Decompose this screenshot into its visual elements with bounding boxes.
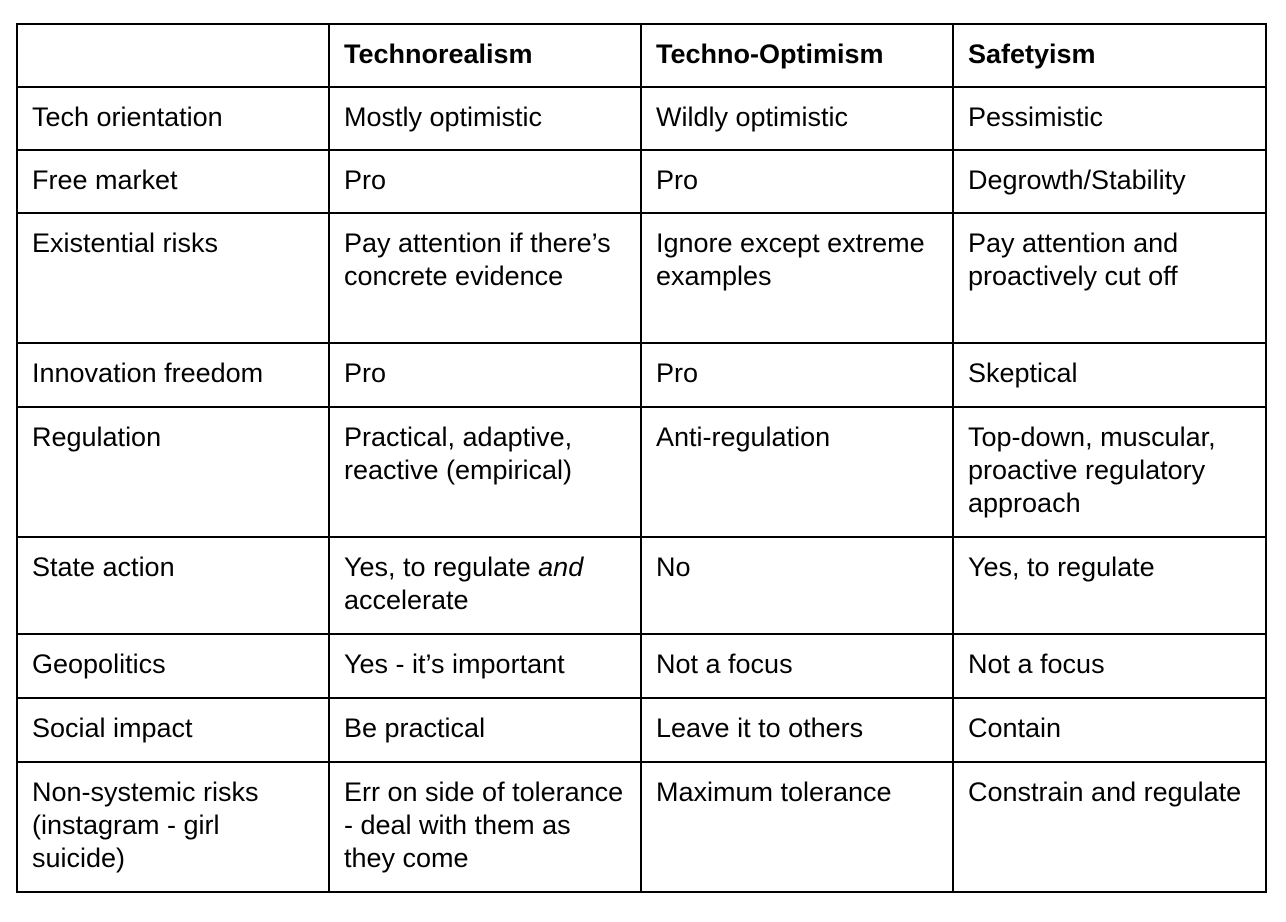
safetyism-cell: Top-down, muscular, proactive regulatory… [952,406,1267,538]
row-label: Tech orientation [16,86,330,151]
safetyism-text: Not a focus [968,649,1105,679]
safetyism-cell: Yes, to regulate [952,536,1267,635]
techno-optimism-cell: No [640,536,954,635]
row-label: Non-systemic risks (instagram - girl sui… [16,761,330,893]
row-label-text: Free market [32,165,178,195]
table-row: Existential risks Pay attention if there… [16,212,1267,344]
techno-optimism-text: Pro [656,358,699,388]
row-label-text: Tech orientation [32,102,223,132]
row-label-text: Existential risks [32,228,219,258]
techno-optimism-text: Maximum tolerance [656,777,892,807]
header-techno-optimism: Techno-Optimism [640,23,954,88]
safetyism-text: Pessimistic [968,102,1104,132]
table-row: Free market Pro Pro Degrowth/Stability [16,149,1267,214]
techno-optimism-cell: Anti-regulation [640,406,954,538]
row-label: Regulation [16,406,330,538]
technorealism-cell: Be practical [328,697,642,763]
table-row: Innovation freedom Pro Pro Skeptical [16,342,1267,408]
row-label-text: Social impact [32,713,193,743]
technorealism-cell: Yes - it’s important [328,633,642,699]
safetyism-cell: Not a focus [952,633,1267,699]
techno-optimism-text: Wildly optimistic [656,102,849,132]
technorealism-text: Be practical [344,713,486,743]
techno-optimism-text: Not a focus [656,649,793,679]
safetyism-cell: Contain [952,697,1267,763]
row-label-text: Non-systemic risks (instagram - girl sui… [32,777,259,873]
techno-optimism-cell: Pro [640,149,954,214]
technorealism-text: Pro [344,358,387,388]
technorealism-cell: Pay attention if there’s concrete eviden… [328,212,642,344]
table-row: Non-systemic risks (instagram - girl sui… [16,761,1267,893]
technorealism-text: Mostly optimistic [344,102,543,132]
technorealism-text-pre: Yes, to regulate [344,552,539,582]
row-label: Existential risks [16,212,330,344]
row-label-text: Geopolitics [32,649,166,679]
technorealism-text: Pro [344,165,387,195]
techno-optimism-text: No [656,552,691,582]
safetyism-text: Yes, to regulate [968,552,1155,582]
safetyism-text: Contain [968,713,1062,743]
techno-optimism-cell: Pro [640,342,954,408]
technorealism-text: Yes, to regulate and accelerate [344,551,626,617]
header-row: Technorealism Techno-Optimism Safetyism [16,23,1267,88]
technorealism-cell: Pro [328,149,642,214]
safetyism-cell: Degrowth/Stability [952,149,1267,214]
row-label-text: State action [32,552,175,582]
technorealism-cell: Yes, to regulate and accelerate [328,536,642,635]
safetyism-text: Top-down, muscular, proactive regulatory… [968,422,1216,518]
row-label: Free market [16,149,330,214]
technorealism-text-emphasis: and [538,552,584,582]
row-label-text: Regulation [32,422,162,452]
safetyism-text: Degrowth/Stability [968,165,1186,195]
table-row: Tech orientation Mostly optimistic Wildl… [16,86,1267,151]
header-techno-optimism-text: Techno-Optimism [656,39,884,69]
safetyism-cell: Constrain and regulate [952,761,1267,893]
techno-optimism-cell: Leave it to others [640,697,954,763]
techno-optimism-cell: Not a focus [640,633,954,699]
technorealism-text: Err on side of tolerance - deal with the… [344,777,624,873]
safetyism-cell: Skeptical [952,342,1267,408]
safetyism-text: Skeptical [968,358,1078,388]
comparison-table: Technorealism Techno-Optimism Safetyism … [16,23,1267,893]
header-technorealism-text: Technorealism [344,39,533,69]
technorealism-cell: Mostly optimistic [328,86,642,151]
technorealism-text: Yes - it’s important [344,649,565,679]
techno-optimism-text: Leave it to others [656,713,864,743]
row-label: Geopolitics [16,633,330,699]
techno-optimism-cell: Maximum tolerance [640,761,954,893]
table-row: Geopolitics Yes - it’s important Not a f… [16,633,1267,699]
header-empty-cell [16,23,330,88]
techno-optimism-text: Anti-regulation [656,422,831,452]
safetyism-text: Constrain and regulate [968,777,1242,807]
technorealism-cell: Pro [328,342,642,408]
header-safetyism: Safetyism [952,23,1267,88]
header-technorealism: Technorealism [328,23,642,88]
techno-optimism-text: Ignore except extreme examples [656,228,925,291]
table-row: State action Yes, to regulate and accele… [16,536,1267,635]
safetyism-text: Pay attention and proactively cut off [968,228,1179,291]
technorealism-cell: Practical, adaptive, reactive (empirical… [328,406,642,538]
techno-optimism-cell: Wildly optimistic [640,86,954,151]
header-safetyism-text: Safetyism [968,39,1096,69]
row-label: Social impact [16,697,330,763]
row-label: Innovation freedom [16,342,330,408]
techno-optimism-text: Pro [656,165,699,195]
safetyism-cell: Pessimistic [952,86,1267,151]
row-label-text: Innovation freedom [32,358,264,388]
technorealism-cell: Err on side of tolerance - deal with the… [328,761,642,893]
safetyism-cell: Pay attention and proactively cut off [952,212,1267,344]
technorealism-text: Practical, adaptive, reactive (empirical… [344,422,573,485]
table-row: Social impact Be practical Leave it to o… [16,697,1267,763]
techno-optimism-cell: Ignore except extreme examples [640,212,954,344]
technorealism-text-post: accelerate [344,585,469,615]
table-row: Regulation Practical, adaptive, reactive… [16,406,1267,538]
row-label: State action [16,536,330,635]
technorealism-text: Pay attention if there’s concrete eviden… [344,228,611,291]
